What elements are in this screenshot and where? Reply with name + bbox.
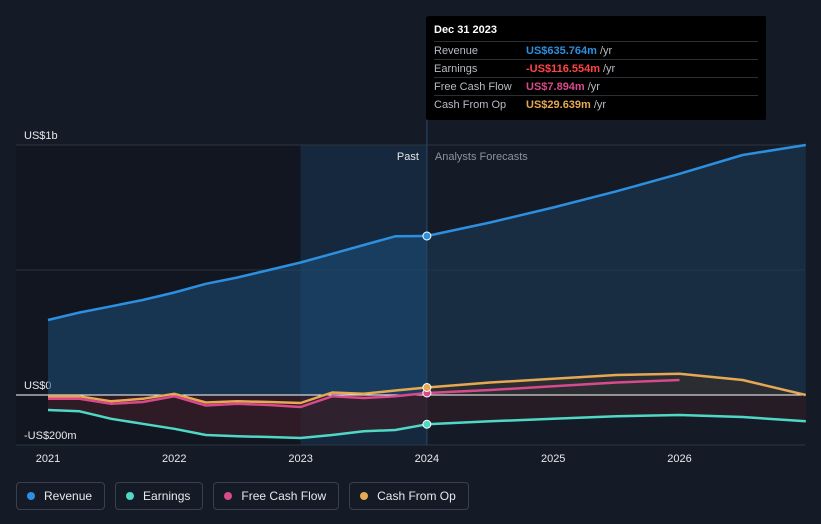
legend-label: Revenue [44,489,93,503]
legend-label: Cash From Op [377,489,456,503]
tooltip-unit: /yr [599,44,613,57]
tooltip-label: Cash From Op [434,98,507,111]
tooltip-value: US$635.764m [526,44,597,57]
revenue-line-past [47,234,427,322]
tooltip-value: US$7.894m [526,80,585,93]
tooltip-label: Revenue [434,44,479,57]
earnings-line-past [47,408,428,440]
y-axis-label: US$0 [24,380,52,392]
revenue-line-forecast [426,143,806,238]
x-tick-label: 2023 [288,453,312,465]
legend-item-free-cash-flow[interactable]: Free Cash Flow [213,482,340,510]
cash-from-op-line-past [48,386,428,405]
tooltip-unit: /yr [593,98,607,111]
legend-dot-icon [360,492,369,500]
cash-from-op-highlight-point [422,383,432,392]
tooltip-label: Earnings [434,62,478,75]
tooltip-row-revenue: Revenue US$635.764m /yr [434,41,758,59]
free-cash-flow-line-past [48,391,428,409]
legend-item-revenue[interactable]: Revenue [16,482,106,510]
x-tick-label: 2025 [541,453,565,465]
cash-from-op-area-forecast [426,373,806,395]
tooltip-unit: /yr [587,80,600,93]
legend-item-earnings[interactable]: Earnings [115,482,204,510]
tooltip-label: Free Cash Flow [434,80,512,93]
past-label: Past [397,151,419,163]
tooltip-unit: /yr [603,62,616,75]
y-axis-label: US$1b [24,130,58,142]
revenue-highlight-point [422,231,432,241]
tooltip-row-cash-from-op: Cash From Op US$29.639m /yr [434,95,758,113]
y-axis-label: -US$200m [24,430,77,442]
tooltip-row-free-cash-flow: Free Cash Flow US$7.894m /yr [434,77,758,95]
x-tick-label: 2021 [36,453,60,465]
legend-dot-icon [126,492,135,500]
legend-dot-icon [224,492,233,500]
revenue-area-forecast [426,145,806,395]
x-tick-label: 2024 [415,453,439,465]
data-tooltip: Dec 31 2023 Revenue US$635.764m /yr Earn… [426,16,766,120]
earnings-area-forecast [426,395,806,425]
legend-label: Earnings [143,489,191,503]
earnings-area-past [48,395,427,438]
earnings-line-forecast [426,413,806,426]
cash-from-op-line-forecast [426,372,807,397]
legend-dot-icon [27,492,35,500]
x-tick-label: 2026 [667,453,691,465]
legend-item-cash-from-op[interactable]: Cash From Op [349,482,469,510]
free-cash-flow-line-forecast [426,378,680,395]
x-tick-label: 2022 [162,453,186,465]
earnings-highlight-point [422,419,432,429]
revenue-area-past [48,236,427,395]
forecast-label: Analysts Forecasts [435,151,528,163]
tooltip-row-earnings: Earnings -US$116.554m /yr [434,59,758,77]
tooltip-value: -US$116.554m [526,62,600,75]
tooltip-value: US$29.639m [526,98,591,111]
chart-legend: Revenue Earnings Free Cash Flow Cash Fro… [16,482,479,510]
legend-label: Free Cash Flow [241,489,327,503]
tooltip-date: Dec 31 2023 [434,24,497,36]
